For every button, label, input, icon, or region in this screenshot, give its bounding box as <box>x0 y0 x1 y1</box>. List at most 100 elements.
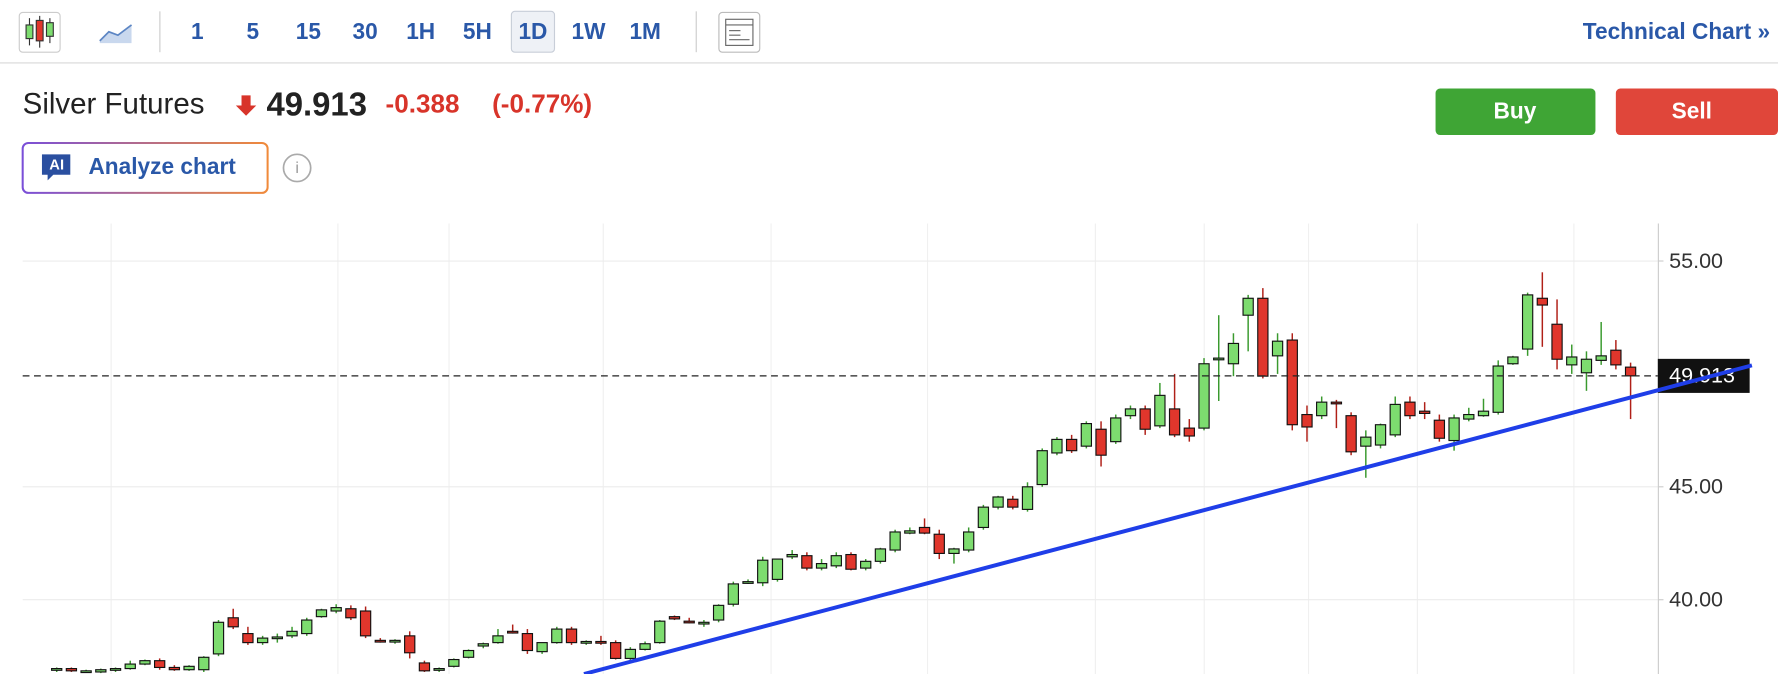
candle-body <box>1168 408 1181 436</box>
interval-button[interactable]: 1H <box>406 18 435 44</box>
interval-button[interactable]: 1W <box>572 18 607 44</box>
candle <box>227 608 239 630</box>
candle <box>977 504 990 530</box>
buy-button[interactable]: Buy <box>1435 88 1596 136</box>
candle-body <box>742 581 754 584</box>
candle-body <box>654 620 666 644</box>
candle <box>1507 355 1519 365</box>
candle <box>1360 430 1372 478</box>
change: -0.388 <box>386 88 460 118</box>
candle-body <box>889 531 901 551</box>
candle-body <box>536 642 548 653</box>
candle-body <box>242 633 254 644</box>
info-button[interactable]: i <box>282 153 312 183</box>
candle <box>212 620 225 657</box>
candle <box>830 552 842 569</box>
y-tick-label: 55.00 <box>1669 248 1723 273</box>
candle-body <box>95 669 107 673</box>
candle-body <box>698 621 710 625</box>
candle-body <box>1566 356 1578 366</box>
layout-icon[interactable] <box>718 11 761 53</box>
candle <box>1198 358 1210 431</box>
candle <box>389 639 401 644</box>
candle <box>565 626 578 645</box>
interval-label: 15 <box>296 18 321 44</box>
candle <box>153 658 166 670</box>
candle <box>771 558 784 582</box>
interval-button[interactable]: 1D <box>510 10 556 53</box>
interval-button[interactable]: 1M <box>629 18 660 44</box>
candle <box>256 635 269 645</box>
candle <box>359 606 372 639</box>
candle-body <box>918 526 931 534</box>
candle <box>1286 333 1298 431</box>
line-icon[interactable] <box>99 24 133 44</box>
candle-body <box>595 640 607 644</box>
candle <box>1404 396 1416 420</box>
candle <box>580 640 592 645</box>
candle <box>801 552 813 571</box>
candle <box>1492 360 1504 415</box>
candle-body <box>256 637 269 644</box>
candle-body <box>1360 436 1372 447</box>
candle-body <box>1286 339 1298 426</box>
candle-body <box>1154 394 1166 427</box>
interval-button[interactable]: 5H <box>463 18 492 44</box>
candle <box>654 620 666 644</box>
candle <box>742 579 754 584</box>
interval-button[interactable]: 15 <box>296 18 321 44</box>
candle-icon[interactable] <box>18 11 61 53</box>
candle <box>242 626 254 645</box>
candle <box>1463 407 1475 422</box>
trend-line[interactable] <box>583 363 1753 674</box>
sell-button[interactable]: Sell <box>1615 88 1778 136</box>
interval-label: 5H <box>463 18 492 44</box>
candle <box>1551 299 1563 370</box>
candle-body <box>1374 424 1387 446</box>
candle <box>330 604 342 614</box>
candle-body <box>963 531 975 551</box>
candle-body <box>124 663 136 670</box>
candle <box>933 529 945 560</box>
candle-body <box>1536 297 1549 306</box>
candle-body <box>1595 355 1607 361</box>
candle-body <box>418 662 431 672</box>
candle <box>433 667 445 672</box>
candle <box>1021 482 1034 512</box>
candle-body <box>1433 419 1446 439</box>
candle <box>1389 396 1401 438</box>
candle-body <box>860 560 872 569</box>
candle-body <box>1551 323 1563 360</box>
candle <box>683 617 695 624</box>
candle-body <box>183 665 195 671</box>
candle <box>815 559 828 571</box>
interval-button[interactable]: 1 <box>191 18 204 44</box>
candle <box>992 495 1004 510</box>
candle <box>874 547 887 564</box>
candle-body <box>389 639 401 643</box>
candle <box>727 581 739 607</box>
technical-chart-link[interactable]: Technical Chart » <box>1583 18 1770 44</box>
interval-button[interactable]: 30 <box>353 18 378 44</box>
candle <box>1536 272 1549 347</box>
candle <box>1521 292 1534 356</box>
candle <box>492 629 504 644</box>
candle-body <box>874 548 887 562</box>
candle-body <box>830 555 842 567</box>
candle <box>845 552 857 571</box>
candle <box>286 626 298 639</box>
candle <box>1433 414 1446 442</box>
candle <box>315 608 328 618</box>
candle <box>1301 405 1313 442</box>
interval-button[interactable]: 5 <box>247 18 260 44</box>
candle-body <box>286 630 298 637</box>
interval-selected <box>510 10 556 53</box>
candle <box>1330 399 1343 429</box>
analyze-button[interactable]: AI Analyze chart <box>21 141 269 194</box>
candle-body <box>1610 349 1622 366</box>
candle <box>698 620 710 627</box>
candle-body <box>801 555 813 569</box>
candle-body <box>1389 403 1401 436</box>
